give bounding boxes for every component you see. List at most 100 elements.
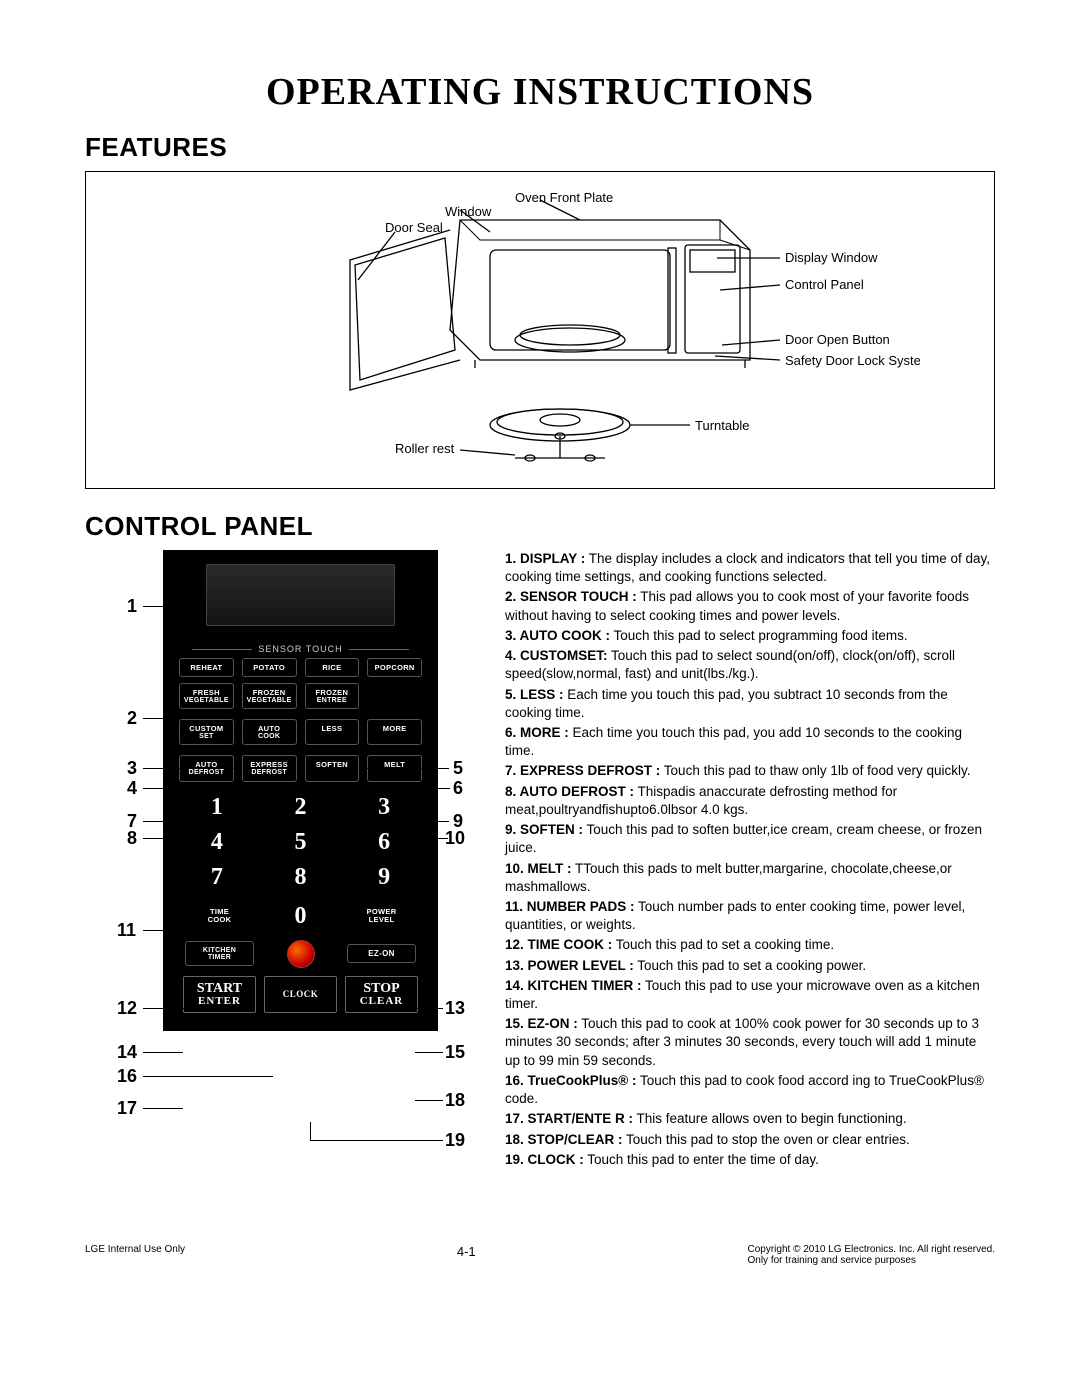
label-oven-front-plate: Oven Front Plate bbox=[515, 190, 613, 205]
description-item: 12. TIME COOK : Touch this pad to set a … bbox=[505, 936, 995, 954]
label-roller-rest: Roller rest bbox=[395, 441, 455, 456]
control-panel-heading: CONTROL PANEL bbox=[85, 511, 995, 542]
co-4: 4 bbox=[127, 778, 137, 799]
num-5[interactable]: 5 bbox=[269, 827, 333, 858]
label-turntable: Turntable bbox=[695, 418, 749, 433]
sensor-touch-grid: REHEAT POTATO RICE POPCORN FRESHVEGETABL… bbox=[179, 658, 422, 709]
description-item: 8. AUTO DEFROST : Thispadis anaccurate d… bbox=[505, 783, 995, 819]
number-pad: 1 2 3 4 5 6 7 8 9 bbox=[185, 792, 416, 893]
btn-less[interactable]: LESS bbox=[305, 719, 360, 745]
co-12: 12 bbox=[117, 998, 137, 1019]
description-item: 10. MELT : TTouch this pads to melt butt… bbox=[505, 860, 995, 896]
co-17: 17 bbox=[117, 1098, 137, 1119]
description-item: 3. AUTO COOK : Touch this pad to select … bbox=[505, 627, 995, 645]
btn-more[interactable]: MORE bbox=[367, 719, 422, 745]
features-heading: FEATURES bbox=[85, 132, 995, 163]
kitchen-timer-row: KITCHENTIMER EZ-ON bbox=[185, 940, 416, 968]
btn-rice[interactable]: RICE bbox=[305, 658, 360, 677]
description-item: 1. DISPLAY : The display includes a cloc… bbox=[505, 550, 995, 586]
label-safety-lock: Safety Door Lock System bbox=[785, 353, 920, 368]
co-6: 6 bbox=[453, 778, 463, 799]
description-item: 17. START/ENTE R : This feature allows o… bbox=[505, 1110, 995, 1128]
time-cook-row: TIMECOOK 0 POWERLEVEL bbox=[185, 901, 416, 932]
co-16: 16 bbox=[117, 1066, 137, 1087]
co-2: 2 bbox=[127, 708, 137, 729]
co-11: 11 bbox=[117, 920, 136, 941]
num-7[interactable]: 7 bbox=[185, 862, 249, 893]
btn-kitchen-timer[interactable]: KITCHENTIMER bbox=[185, 941, 254, 967]
co-15: 15 bbox=[445, 1042, 465, 1063]
co-13: 13 bbox=[445, 998, 465, 1019]
btn-reheat[interactable]: REHEAT bbox=[179, 658, 234, 677]
btn-popcorn[interactable]: POPCORN bbox=[367, 658, 422, 677]
control-panel-graphic: SENSOR TOUCH REHEAT POTATO RICE POPCORN … bbox=[163, 550, 438, 1031]
panel-display bbox=[206, 564, 396, 626]
btn-custom-set[interactable]: CUSTOMSET bbox=[179, 719, 234, 745]
btn-start-enter[interactable]: STARTENTER bbox=[183, 976, 256, 1013]
description-item: 5. LESS : Each time you touch this pad, … bbox=[505, 686, 995, 722]
co-1: 1 bbox=[127, 596, 137, 617]
btn-frozen-veg[interactable]: FROZENVEGETABLE bbox=[242, 683, 297, 709]
function-row-2: AUTODEFROST EXPRESSDEFROST SOFTEN MELT bbox=[179, 755, 422, 781]
label-control-panel: Control Panel bbox=[785, 277, 864, 292]
description-item: 6. MORE : Each time you touch this pad, … bbox=[505, 724, 995, 760]
description-item: 4. CUSTOMSET: Touch this pad to select s… bbox=[505, 647, 995, 683]
label-door-open-button: Door Open Button bbox=[785, 332, 890, 347]
co-10: 10 bbox=[445, 828, 465, 849]
descriptions-column: 1. DISPLAY : The display includes a cloc… bbox=[505, 550, 995, 1171]
description-item: 19. CLOCK : Touch this pad to enter the … bbox=[505, 1151, 995, 1169]
description-item: 11. NUMBER PADS : Touch number pads to e… bbox=[505, 898, 995, 934]
num-9[interactable]: 9 bbox=[352, 862, 416, 893]
num-6[interactable]: 6 bbox=[352, 827, 416, 858]
description-item: 7. EXPRESS DEFROST : Touch this pad to t… bbox=[505, 762, 995, 780]
co-5: 5 bbox=[453, 758, 463, 779]
description-item: 16. TrueCookPlus® : Touch this pad to co… bbox=[505, 1072, 995, 1108]
features-diagram: Oven Front Plate Window Door Seal Displa… bbox=[85, 171, 995, 489]
btn-melt[interactable]: MELT bbox=[367, 755, 422, 781]
btn-power-level[interactable]: POWERLEVEL bbox=[347, 908, 416, 924]
panel-with-callouts: SENSOR TOUCH REHEAT POTATO RICE POPCORN … bbox=[85, 550, 485, 1220]
sensor-touch-label: SENSOR TOUCH bbox=[179, 644, 422, 654]
description-item: 15. EZ-ON : Touch this pad to cook at 10… bbox=[505, 1015, 995, 1070]
num-0[interactable]: 0 bbox=[266, 901, 335, 932]
num-1[interactable]: 1 bbox=[185, 792, 249, 823]
btn-auto-defrost[interactable]: AUTODEFROST bbox=[179, 755, 234, 781]
label-window: Window bbox=[445, 204, 492, 219]
btn-time-cook[interactable]: TIMECOOK bbox=[185, 908, 254, 924]
num-3[interactable]: 3 bbox=[352, 792, 416, 823]
btn-express-defrost[interactable]: EXPRESSDEFROST bbox=[242, 755, 297, 781]
page-footer: LGE Internal Use Only 4-1 Copyright © 20… bbox=[85, 1244, 995, 1266]
co-8: 8 bbox=[127, 828, 137, 849]
description-item: 9. SOFTEN : Touch this pad to soften but… bbox=[505, 821, 995, 857]
btn-clock[interactable]: CLOCK bbox=[264, 976, 337, 1013]
co-9: 9 bbox=[453, 811, 463, 832]
num-4[interactable]: 4 bbox=[185, 827, 249, 858]
btn-frozen-entree[interactable]: FROZENENTREE bbox=[305, 683, 360, 709]
btn-stop-clear[interactable]: STOPCLEAR bbox=[345, 976, 418, 1013]
footer-right: Copyright © 2010 LG Electronics. Inc. Al… bbox=[748, 1244, 995, 1266]
main-title: OPERATING INSTRUCTIONS bbox=[85, 70, 995, 114]
co-18: 18 bbox=[445, 1090, 465, 1111]
btn-fresh-veg[interactable]: FRESHVEGETABLE bbox=[179, 683, 234, 709]
label-door-seal: Door Seal bbox=[385, 220, 443, 235]
co-7: 7 bbox=[127, 811, 137, 832]
description-item: 18. STOP/CLEAR : Touch this pad to stop … bbox=[505, 1131, 995, 1149]
btn-ez-on[interactable]: EZ-ON bbox=[347, 944, 416, 963]
num-8[interactable]: 8 bbox=[269, 862, 333, 893]
btn-truecookplus[interactable] bbox=[287, 940, 315, 968]
co-14: 14 bbox=[117, 1042, 137, 1063]
description-item: 13. POWER LEVEL : Touch this pad to set … bbox=[505, 957, 995, 975]
btn-soften[interactable]: SOFTEN bbox=[305, 755, 360, 781]
function-row-1: CUSTOMSET AUTOCOOK LESS MORE bbox=[179, 719, 422, 745]
num-2[interactable]: 2 bbox=[269, 792, 333, 823]
co-19: 19 bbox=[445, 1130, 465, 1151]
description-item: 2. SENSOR TOUCH : This pad allows you to… bbox=[505, 588, 995, 624]
control-panel-row: SENSOR TOUCH REHEAT POTATO RICE POPCORN … bbox=[85, 550, 995, 1220]
description-item: 14. KITCHEN TIMER : Touch this pad to us… bbox=[505, 977, 995, 1013]
btn-auto-cook[interactable]: AUTOCOOK bbox=[242, 719, 297, 745]
start-stop-row: STARTENTER CLOCK STOPCLEAR bbox=[183, 976, 418, 1013]
label-display-window: Display Window bbox=[785, 250, 878, 265]
footer-left: LGE Internal Use Only bbox=[85, 1244, 185, 1255]
microwave-line-drawing: Oven Front Plate Window Door Seal Displa… bbox=[160, 190, 920, 470]
btn-potato[interactable]: POTATO bbox=[242, 658, 297, 677]
